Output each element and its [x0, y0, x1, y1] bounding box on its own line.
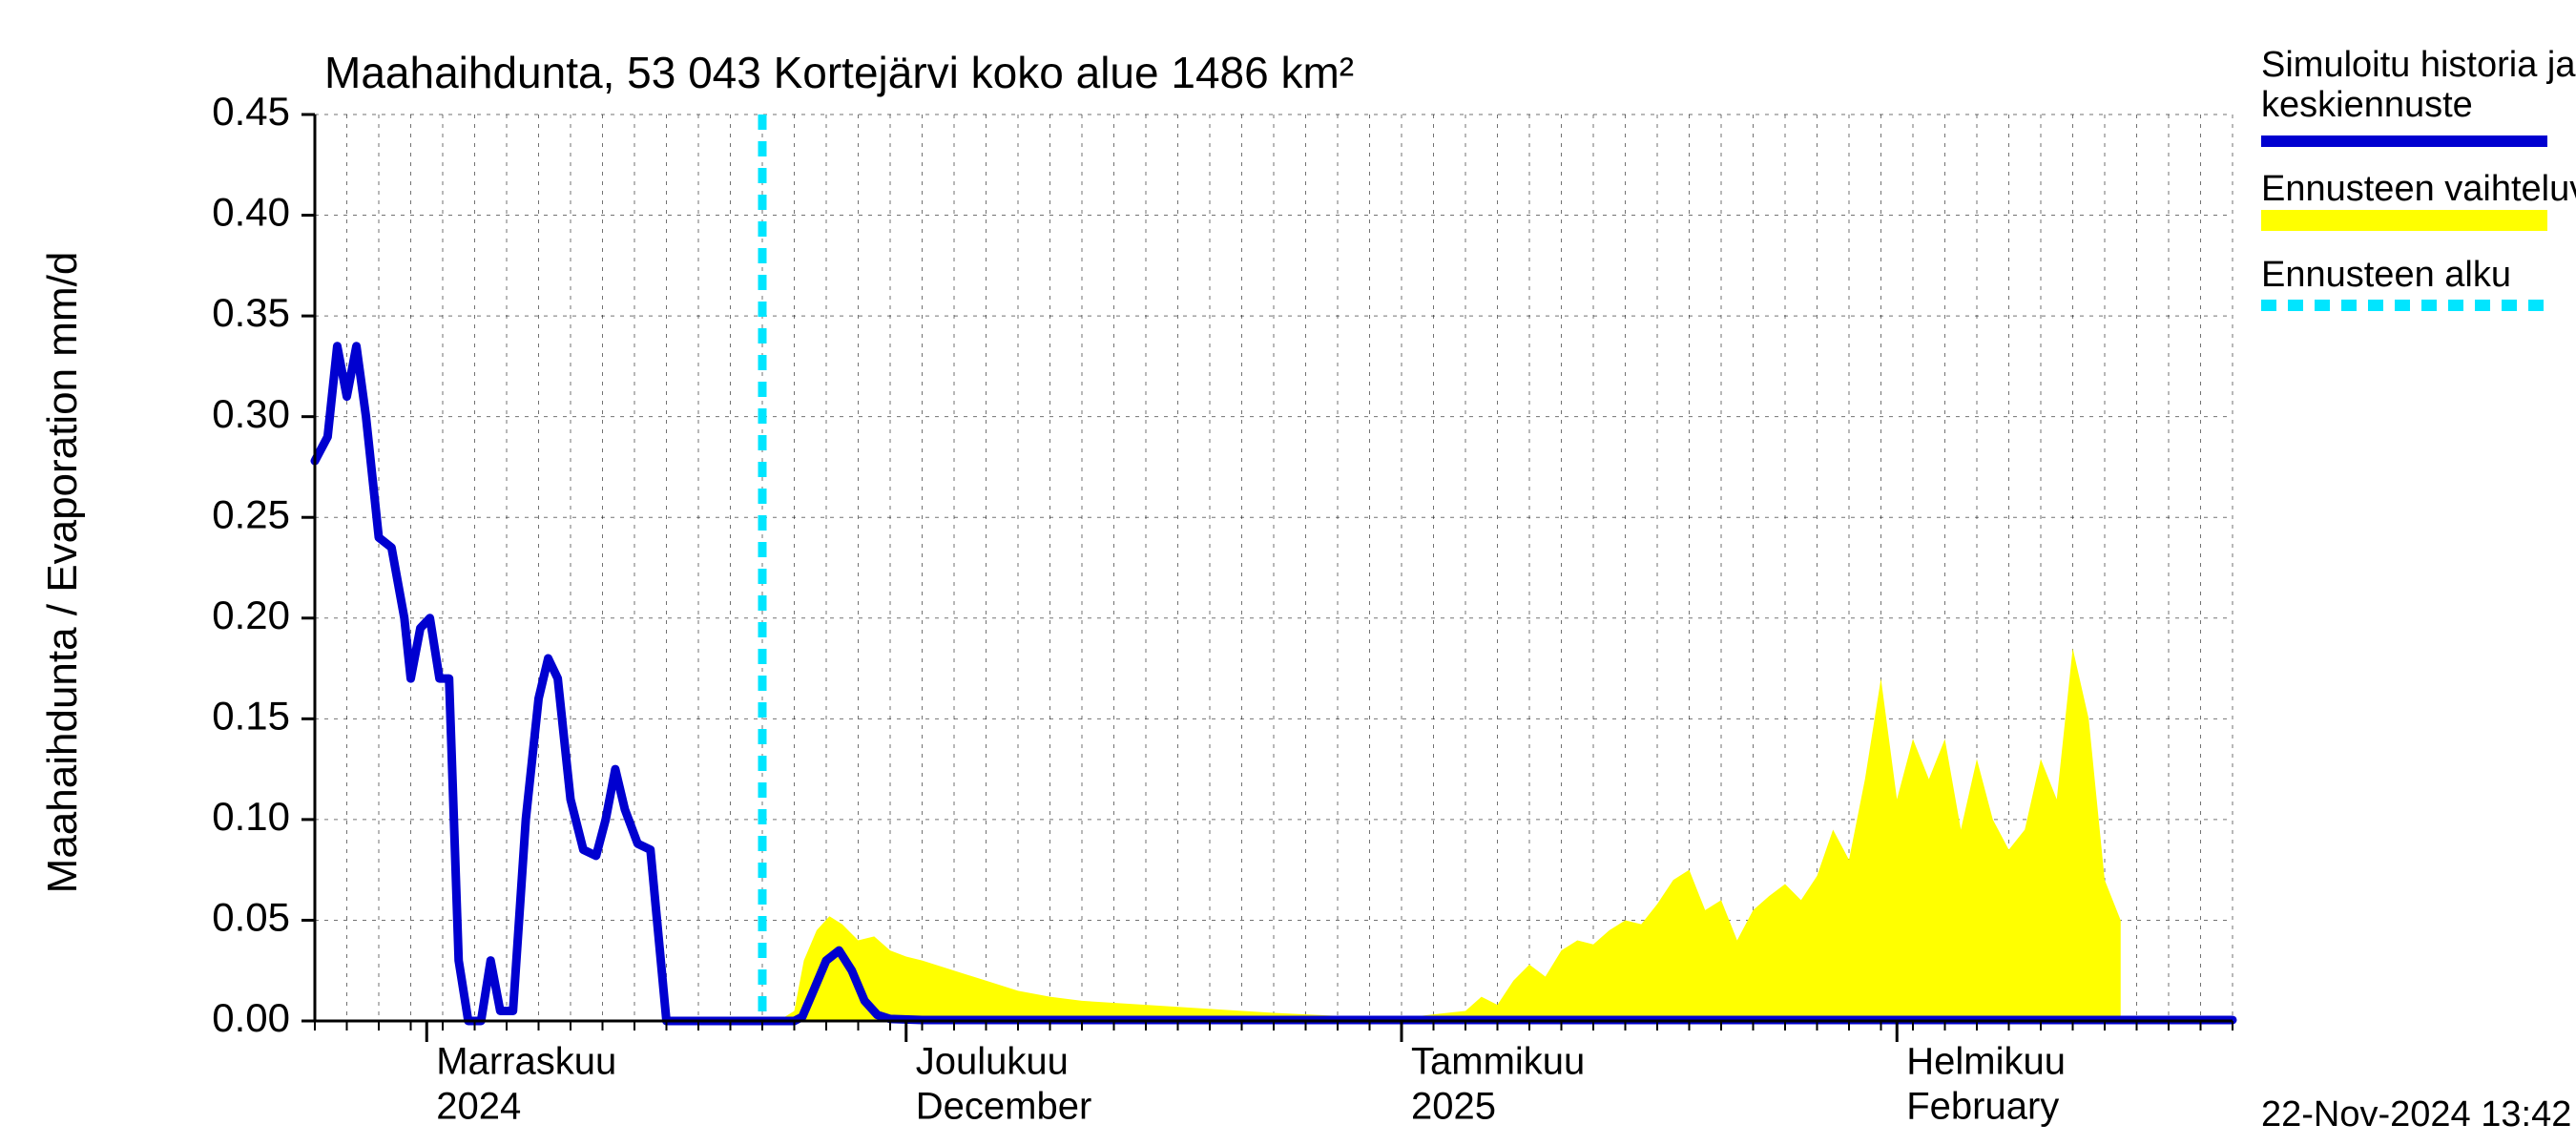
x-month-label-bottom: February [1906, 1086, 2059, 1128]
y-tick-label: 0.05 [212, 895, 290, 940]
chart-svg: 0.00 0.05 0.10 0.15 0.20 0.25 0.30 0.35 0.40 0.45… [0, 0, 2576, 1145]
y-tick-label: 0.10 [212, 794, 290, 839]
legend-sim-label-2: keskiennuste [2261, 85, 2473, 125]
y-tick-label: 0.45 [212, 89, 290, 134]
y-tick-label: 0.00 [212, 995, 290, 1040]
legend-range-swatch [2261, 210, 2547, 231]
chart-title: Maahaihdunta, 53 043 Kortejärvi koko alu… [324, 48, 1354, 97]
x-month-label-top: Joulukuu [916, 1041, 1069, 1083]
y-tick-label: 0.15 [212, 693, 290, 738]
legend-start-label: Ennusteen alku [2261, 255, 2511, 295]
x-month-label-bottom: 2025 [1411, 1086, 1496, 1128]
y-tick-label: 0.35 [212, 290, 290, 335]
y-tick-label: 0.20 [212, 593, 290, 637]
x-month-label-top: Tammikuu [1411, 1041, 1585, 1083]
legend-sim-label-1: Simuloitu historia ja [2261, 45, 2576, 85]
footer-timestamp: 22-Nov-2024 13:42 WSFS-O [2261, 1094, 2576, 1135]
x-month-label-bottom: December [916, 1086, 1092, 1128]
chart-container: 0.00 0.05 0.10 0.15 0.20 0.25 0.30 0.35 0.40 0.45… [0, 0, 2576, 1145]
y-tick-label: 0.40 [212, 190, 290, 235]
y-tick-label: 0.25 [212, 491, 290, 536]
x-month-label-top: Marraskuu [436, 1041, 616, 1083]
legend-range-label: Ennusteen vaihteluväli [2261, 169, 2576, 209]
x-month-label-bottom: 2024 [436, 1086, 521, 1128]
x-month-label-top: Helmikuu [1906, 1041, 2066, 1083]
y-tick-label: 0.30 [212, 391, 290, 436]
y-axis-label: Maahaihdunta / Evaporation mm/d [39, 252, 86, 894]
